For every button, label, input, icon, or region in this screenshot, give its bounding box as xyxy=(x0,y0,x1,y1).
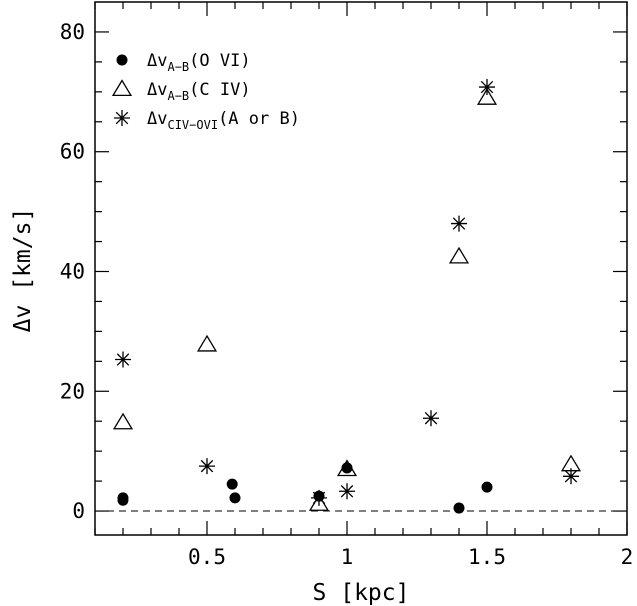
legend-item-ovi: ΔvA−B(O VI) xyxy=(116,51,251,74)
civ-ovi-point-strokes xyxy=(115,351,131,368)
y-tick-label: 60 xyxy=(60,140,85,164)
legend-item-civ: ΔvA−B(C IV) xyxy=(111,79,251,103)
civ-ovi-point xyxy=(479,79,495,96)
x-tick-label: 1.5 xyxy=(468,545,506,569)
legend-item-civ-ovi-marker xyxy=(114,110,130,126)
legend: ΔvA−B(O VI) ΔvA−B(C IV) ΔvCIV−OVI(A or B) xyxy=(111,51,300,132)
civ-point xyxy=(336,459,358,477)
y-tick-label: 80 xyxy=(60,20,85,44)
legend-item-civ-marker xyxy=(111,79,133,97)
civ-ovi-point-strokes xyxy=(479,79,495,96)
civ-ovi-point xyxy=(563,468,579,485)
ovi-point xyxy=(481,481,493,493)
plot-frame xyxy=(94,1,628,536)
legend-item-ovi-marker xyxy=(116,54,128,66)
civ-point xyxy=(196,334,218,352)
civ-ovi-point xyxy=(423,410,439,427)
y-tick-label: 20 xyxy=(60,379,85,403)
civ-ovi-point-strokes xyxy=(451,215,467,232)
civ-point xyxy=(448,246,470,264)
ovi-point xyxy=(229,492,241,504)
civ-ovi-point xyxy=(311,489,327,506)
civ-ovi-point-strokes xyxy=(423,410,439,427)
civ-ovi-point-strokes xyxy=(199,458,215,475)
y-tick-label: 40 xyxy=(60,259,85,283)
x-tick-label: 2 xyxy=(621,545,634,569)
civ-ovi-point-strokes xyxy=(563,468,579,485)
legend-item-ovi-label: ΔvA−B(O VI) xyxy=(147,51,251,74)
legend-item-civ-ovi: ΔvCIV−OVI(A or B) xyxy=(114,109,300,132)
y-tick-label: 0 xyxy=(72,499,85,523)
civ-ovi-point xyxy=(339,483,355,500)
civ-point xyxy=(476,88,498,105)
x-axis-title: S [kpc] xyxy=(313,580,410,606)
civ-ovi-point-strokes xyxy=(339,483,355,500)
legend-item-civ-ovi-marker-strokes xyxy=(114,110,130,126)
x-tick-label: 1 xyxy=(341,545,354,569)
ovi-point xyxy=(453,502,465,514)
civ-point xyxy=(112,412,134,430)
ovi-point xyxy=(117,492,129,504)
civ-ovi-point-strokes xyxy=(311,489,327,506)
legend-item-civ-label: ΔvA−B(C IV) xyxy=(147,80,251,103)
civ-ovi-point xyxy=(199,458,215,475)
civ-ovi-point xyxy=(115,351,131,368)
data-points xyxy=(112,79,582,514)
ovi-point xyxy=(226,478,238,490)
x-tick-label: 0.5 xyxy=(188,545,226,569)
legend-item-civ-ovi-label: ΔvCIV−OVI(A or B) xyxy=(147,109,300,132)
y-axis-title: Δv [km/s] xyxy=(10,208,36,333)
civ-ovi-point xyxy=(451,215,467,232)
